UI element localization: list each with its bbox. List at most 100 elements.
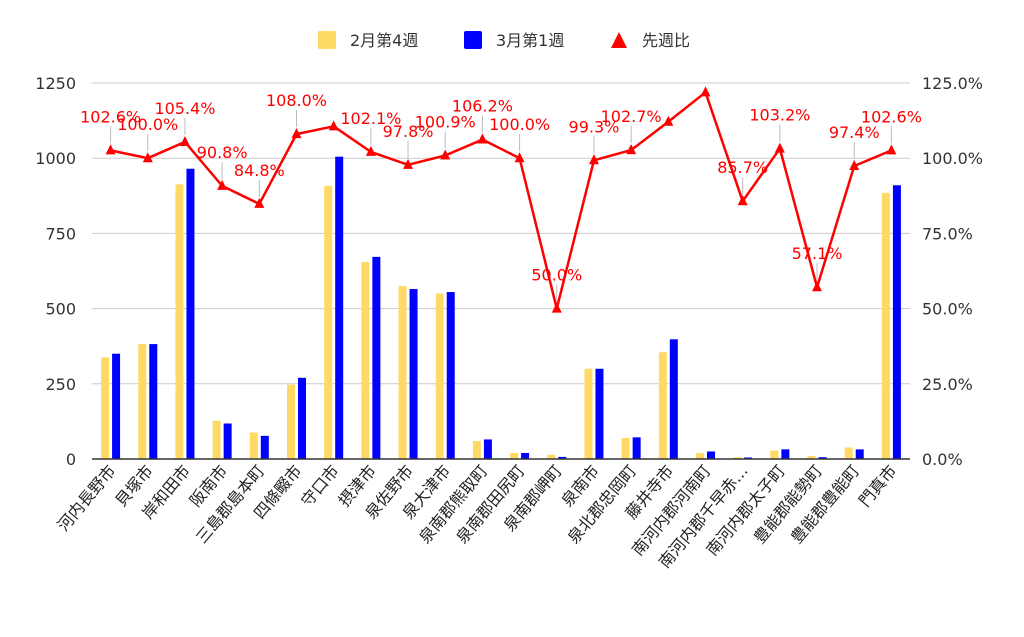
- line-data-label: 84.8%: [234, 161, 285, 180]
- line-data-label: 100.9%: [415, 112, 476, 131]
- bar-feb-week4: [287, 384, 295, 459]
- bar-feb-week4: [435, 293, 444, 459]
- bar-mar-week1: [112, 353, 121, 459]
- bar-feb-week4: [324, 185, 333, 459]
- bar-feb-week4: [398, 286, 407, 459]
- y-tick-label-left: 500: [45, 300, 76, 319]
- line-data-label: 102.6%: [861, 107, 922, 126]
- bar-feb-week4: [658, 352, 667, 459]
- line-point-marker: [626, 144, 637, 155]
- legend-swatch-triangle: [611, 32, 627, 48]
- line-point-marker: [886, 144, 897, 155]
- line-data-label: 97.8%: [383, 122, 434, 141]
- bar-feb-week4: [249, 432, 258, 459]
- y-tick-label-right: 125.0%: [922, 74, 983, 93]
- bar-mar-week1: [186, 168, 195, 459]
- y-tick-label-left: 250: [45, 375, 76, 394]
- bar-feb-week4: [807, 455, 816, 459]
- bar-feb-week4: [472, 440, 481, 459]
- bar-feb-week4: [101, 357, 110, 459]
- bar-feb-week4: [584, 368, 593, 459]
- bar-feb-week4: [881, 192, 890, 460]
- line-point-marker: [217, 179, 228, 190]
- line-data-label: 97.4%: [829, 123, 880, 142]
- y-tick-label-left: 0: [66, 450, 76, 469]
- line-point-marker: [551, 302, 562, 313]
- line-point-marker: [663, 115, 674, 126]
- line-data-label: 102.1%: [340, 109, 401, 128]
- line-data-label: 105.4%: [154, 99, 215, 118]
- line-point-marker: [812, 281, 823, 292]
- line-data-label: 57.1%: [792, 244, 843, 263]
- bar-mar-week1: [298, 377, 306, 459]
- bar-feb-week4: [175, 184, 184, 459]
- line-point-marker: [142, 152, 153, 163]
- x-axis-labels: 河内長野市貝塚市岸和田市阪南市三島郡島本町四條畷市守口市摂津市泉佐野市泉大津市泉…: [54, 461, 901, 571]
- y-tick-label-left: 750: [45, 224, 76, 243]
- legend-label: 3月第1週: [496, 31, 564, 50]
- bar-mar-week1: [372, 256, 381, 459]
- bar-feb-week4: [770, 450, 779, 459]
- legend: 2月第4週 3月第1週 先週比: [318, 31, 690, 50]
- bar-mar-week1: [558, 456, 567, 459]
- bar-mar-week1: [335, 156, 344, 460]
- y-tick-label-right: 50.0%: [922, 300, 973, 319]
- line-point-marker: [849, 160, 860, 171]
- legend-label: 2月第4週: [350, 31, 418, 50]
- x-tick-label: 守口市: [297, 461, 342, 510]
- bar-feb-week4: [361, 261, 370, 459]
- line-point-marker: [328, 120, 339, 131]
- bar-feb-week4: [212, 420, 221, 459]
- line-point-marker: [440, 149, 451, 160]
- line-point-marker: [514, 152, 525, 163]
- line-series-group: 102.6%100.0%105.4%90.8%84.8%108.0%102.1%…: [80, 86, 922, 313]
- bar-mar-week1: [855, 449, 864, 459]
- line-point-marker: [254, 197, 265, 208]
- line-point-marker: [179, 135, 190, 146]
- bar-mar-week1: [149, 344, 158, 459]
- bar-mar-week1: [446, 292, 455, 459]
- bar-mar-week1: [223, 423, 232, 459]
- line-point-marker: [737, 195, 748, 206]
- bar-mar-week1: [818, 457, 827, 459]
- line-point-marker: [700, 86, 711, 97]
- line-point-marker: [588, 154, 599, 165]
- line-data-label: 100.0%: [489, 115, 550, 134]
- line-point-marker: [365, 145, 376, 156]
- bar-mar-week1: [892, 185, 901, 459]
- line-point-marker: [477, 133, 488, 144]
- line-data-label: 102.7%: [601, 107, 662, 126]
- bar-series-group: [101, 156, 901, 460]
- line-point-marker: [403, 158, 414, 169]
- legend-swatch: [464, 31, 482, 49]
- line-point-marker: [291, 128, 302, 139]
- bar-mar-week1: [521, 452, 530, 459]
- legend-label: 先週比: [642, 31, 690, 50]
- bar-feb-week4: [621, 437, 630, 459]
- y-tick-label-left: 1000: [35, 149, 76, 168]
- line-data-label: 106.2%: [452, 97, 513, 116]
- line-data-label: 90.8%: [197, 143, 248, 162]
- line-point-marker: [105, 144, 116, 155]
- bar-mar-week1: [483, 439, 492, 459]
- bar-feb-week4: [696, 452, 704, 459]
- line-data-label: 103.2%: [749, 106, 810, 125]
- line-data-label: 102.6%: [80, 107, 141, 126]
- bar-mar-week1: [669, 339, 678, 459]
- line-point-marker: [774, 142, 785, 153]
- bar-mar-week1: [781, 449, 790, 459]
- line-data-label: 100.0%: [117, 115, 178, 134]
- x-tick-label: 河内長野市: [54, 461, 120, 535]
- bar-mar-week1: [595, 368, 604, 459]
- bar-feb-week4: [510, 452, 519, 459]
- bar-mar-week1: [744, 457, 753, 459]
- y-tick-label-right: 75.0%: [922, 224, 973, 243]
- bar-feb-week4: [138, 344, 147, 459]
- line-data-label: 50.0%: [531, 266, 582, 285]
- bar-mar-week1: [260, 435, 269, 459]
- bar-mar-week1: [632, 437, 641, 459]
- y-tick-label-right: 100.0%: [922, 149, 983, 168]
- legend-swatch: [318, 31, 336, 49]
